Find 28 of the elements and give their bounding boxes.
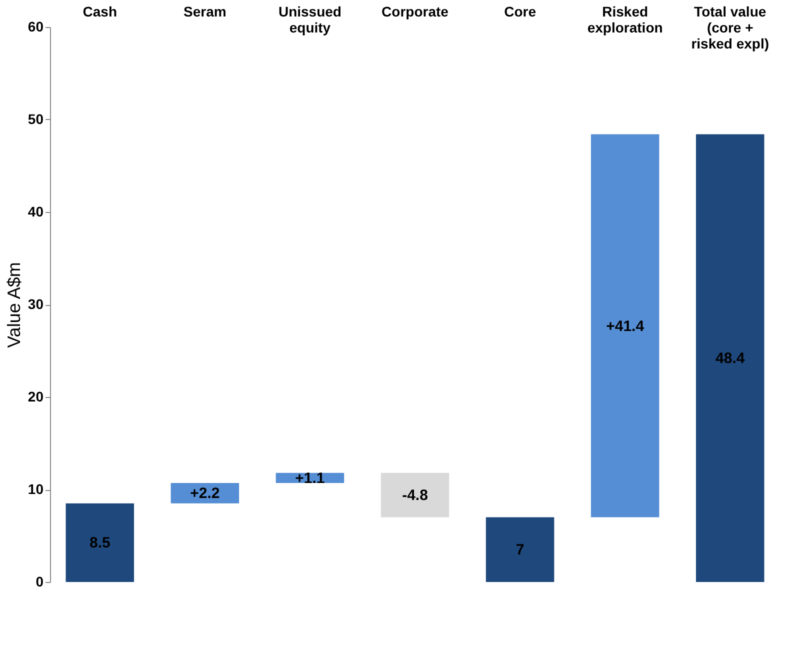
- y-tick-label: 50: [28, 111, 44, 127]
- x-tick-label: Seram: [184, 4, 226, 20]
- bar: [590, 134, 660, 518]
- x-tick-label: Total value (core + risked expl): [691, 4, 770, 52]
- x-tick-label: Risked exploration: [587, 4, 663, 36]
- y-axis-title: Value A$m: [4, 262, 24, 348]
- bar: [170, 483, 240, 504]
- y-tick-label: 0: [36, 574, 44, 590]
- data-label: 7: [516, 542, 524, 559]
- y-tick-label: 60: [28, 18, 44, 34]
- x-tick-label: Core: [504, 4, 536, 20]
- y-tick-label: 30: [28, 296, 44, 312]
- bar: [380, 472, 450, 518]
- data-label: -4.8: [402, 487, 428, 504]
- x-tick-label: Cash: [82, 4, 118, 20]
- data-label: 8.5: [89, 534, 110, 552]
- data-label: +1.1: [295, 470, 325, 487]
- bar: [66, 503, 134, 582]
- bar: [696, 134, 764, 582]
- data-label: +41.4: [606, 318, 645, 335]
- bar: [486, 517, 554, 582]
- data-label: +2.2: [190, 485, 220, 502]
- y-tick-label: 10: [28, 481, 44, 497]
- x-tick-label: Corporate: [382, 4, 449, 20]
- x-tick-label: Unissued equity: [278, 4, 342, 36]
- data-label: 48.4: [716, 350, 746, 368]
- y-tick-label: 20: [28, 388, 44, 404]
- y-tick-label: 40: [28, 204, 44, 220]
